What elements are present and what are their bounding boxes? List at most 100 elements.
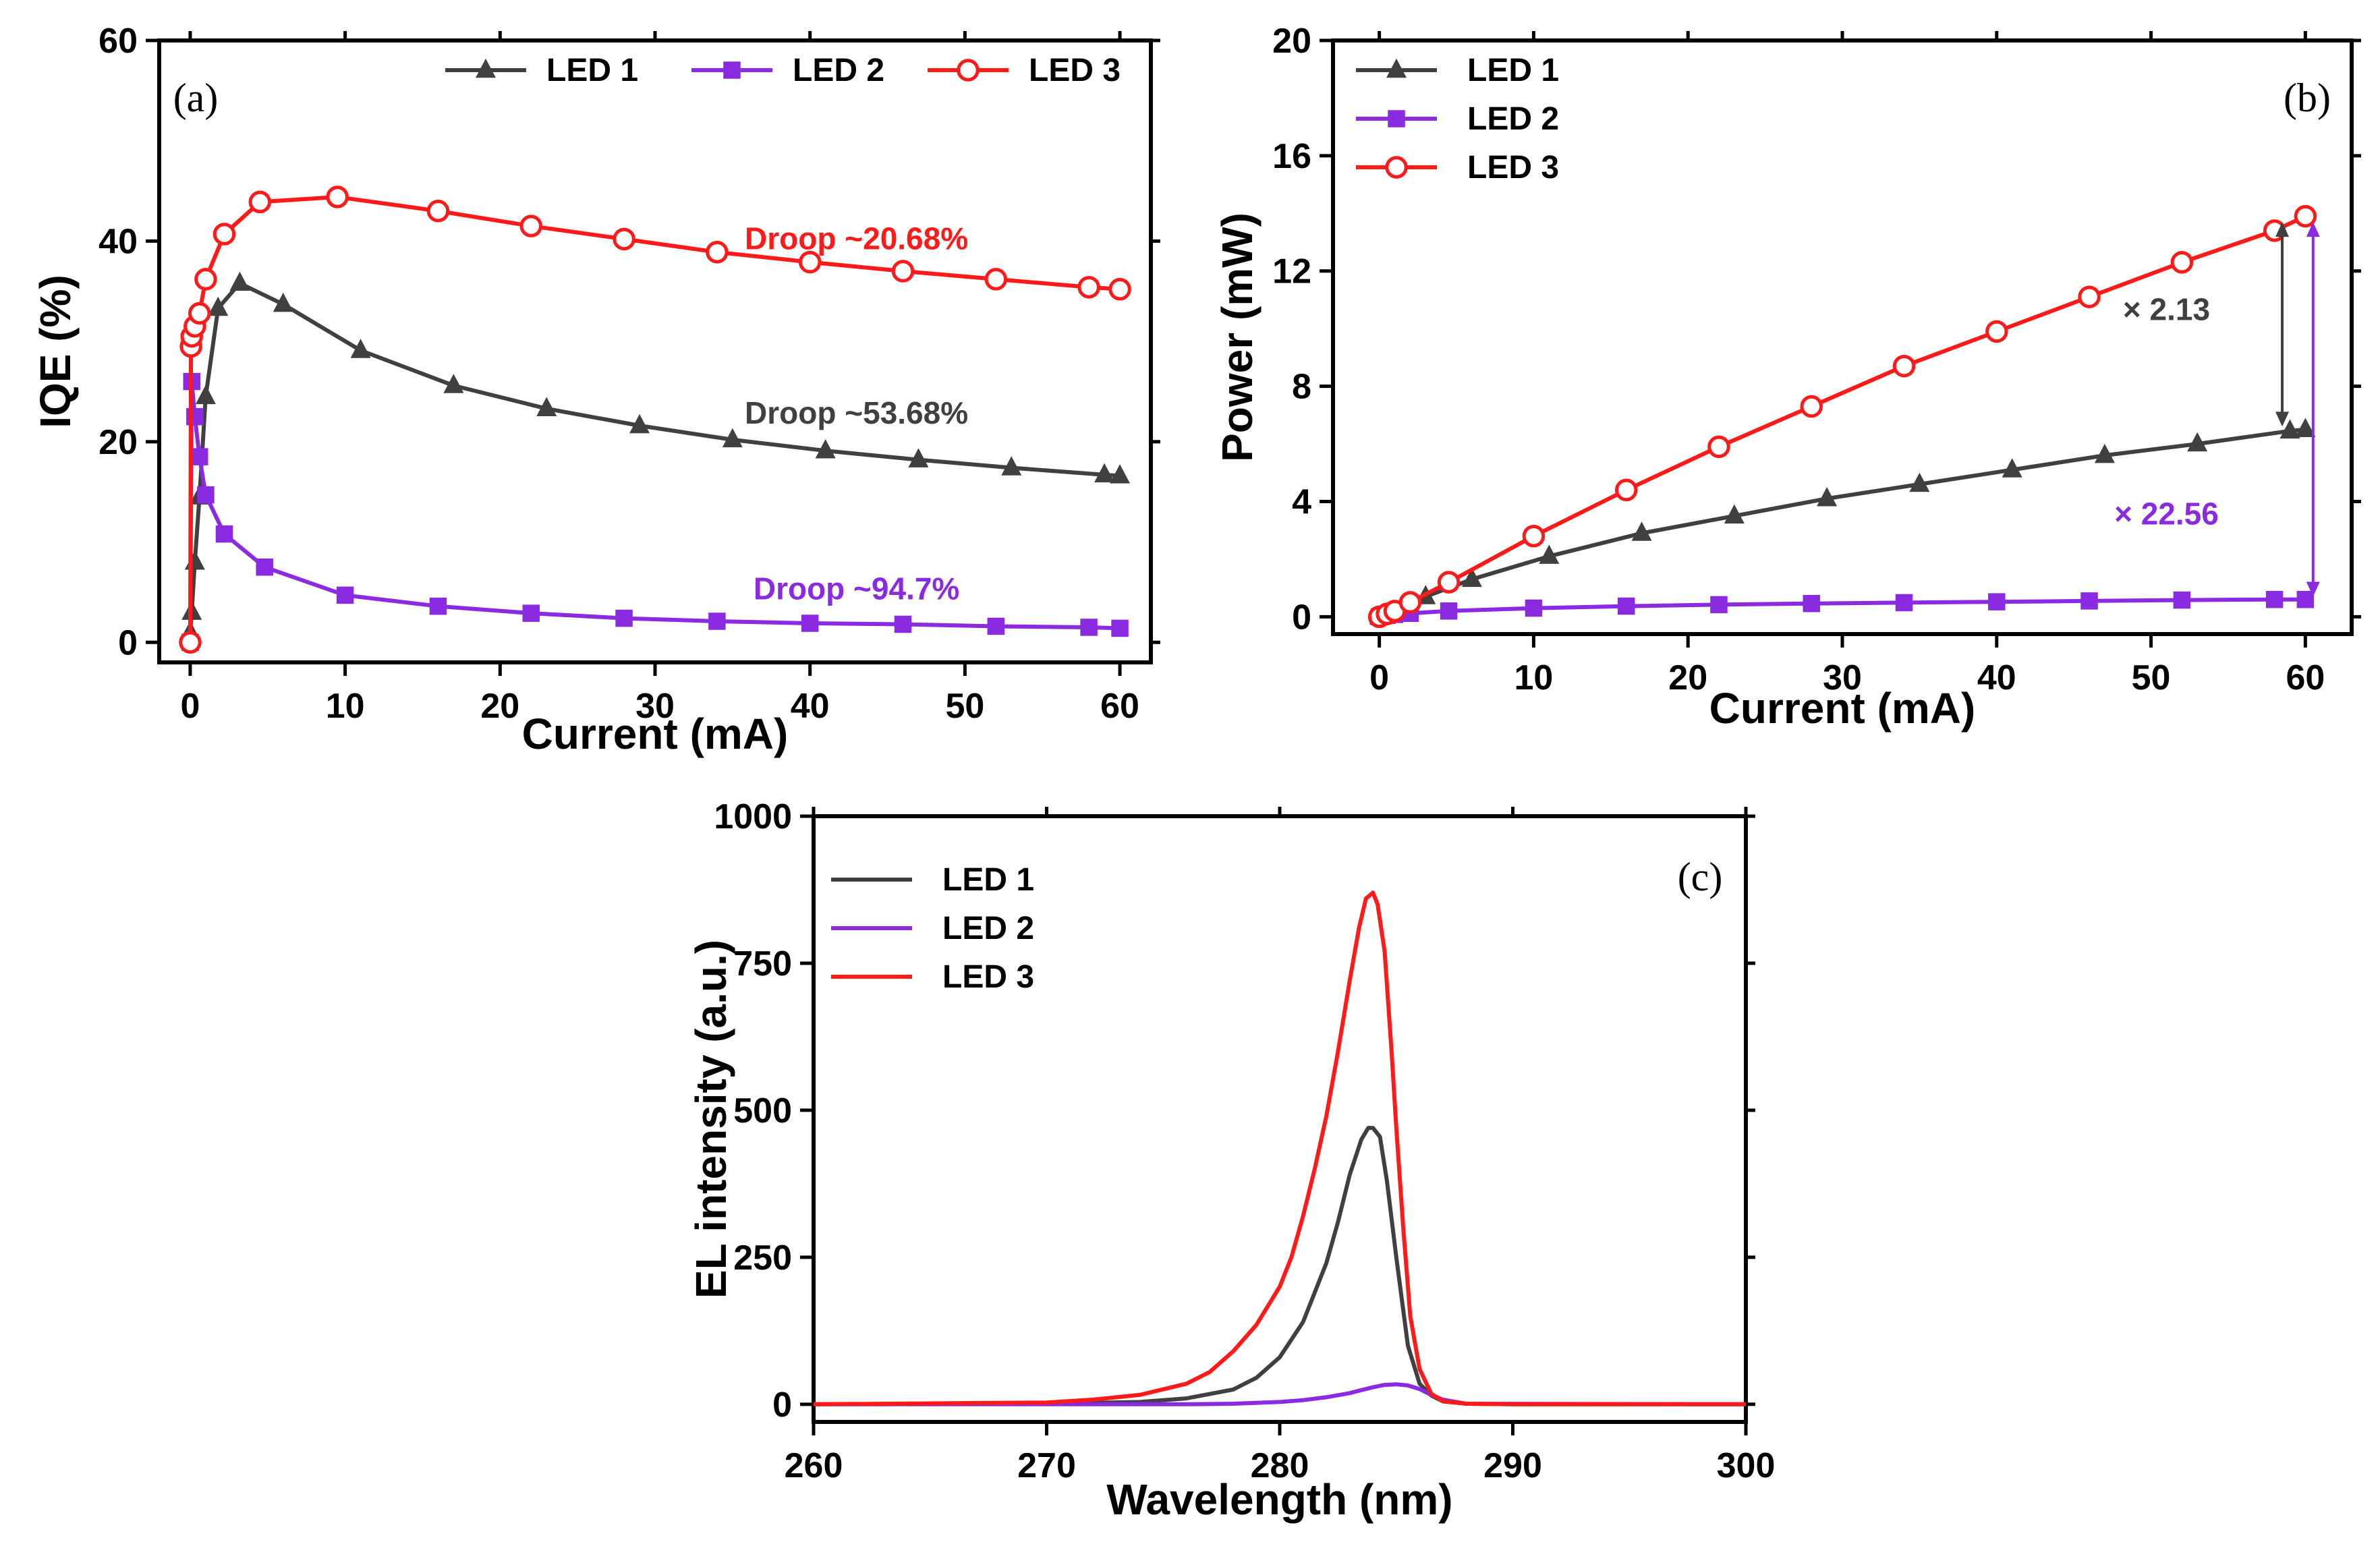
x-tick-label: 280	[1251, 1446, 1309, 1485]
data-point	[443, 374, 464, 393]
plot-area	[1367, 204, 2317, 629]
data-point	[1001, 456, 1022, 476]
data-point	[429, 597, 447, 615]
y-tick-label: 1000	[714, 797, 792, 836]
y-tick-label: 16	[1272, 137, 1311, 176]
data-point	[1909, 472, 1930, 492]
data-point	[2170, 251, 2194, 274]
legend-label: LED 2	[793, 53, 884, 88]
x-tick-label: 30	[635, 687, 675, 726]
legend-marker	[1385, 156, 1408, 179]
data-point	[2078, 285, 2101, 308]
y-tick-label: 40	[98, 222, 138, 261]
y-tick-label: 0	[118, 623, 138, 662]
data-point	[256, 558, 273, 576]
data-point	[1817, 486, 1838, 507]
data-point	[1895, 594, 1913, 612]
legend-label: LED 1	[1467, 53, 1559, 88]
series-line-led-3	[1378, 214, 2306, 619]
y-tick-label: 60	[98, 22, 138, 61]
x-tick-label: 40	[1977, 658, 2016, 697]
series-line-led-2	[1379, 597, 2306, 619]
data-point	[326, 185, 349, 208]
data-point	[987, 617, 1005, 635]
x-axis-label: Wavelength (nm)	[1106, 1475, 1452, 1524]
x-tick-label: 260	[785, 1446, 843, 1485]
x-tick-label: 60	[1100, 687, 1139, 726]
data-point	[2296, 590, 2315, 608]
series-line-led-3	[188, 195, 1121, 643]
arrow-head-icon	[2275, 411, 2290, 427]
y-tick-label: 20	[1272, 22, 1311, 61]
y-tick-label: 4	[1292, 482, 1311, 521]
data-point	[1710, 596, 1728, 614]
legend-marker	[476, 58, 496, 78]
data-point	[215, 525, 233, 543]
data-point	[1522, 525, 1546, 548]
data-point	[195, 384, 216, 405]
series-line-led-1	[814, 1126, 1746, 1406]
plot-area	[179, 185, 1131, 654]
data-point	[1461, 567, 1482, 588]
data-point	[798, 250, 822, 274]
x-tick-label: 30	[1823, 658, 1862, 697]
data-point	[2294, 204, 2317, 228]
annotation-label: × 22.56	[2114, 496, 2219, 532]
legend-label: LED 1	[546, 53, 638, 88]
data-point	[1077, 276, 1100, 299]
y-axis-label: EL intensity (a.u.)	[687, 940, 735, 1298]
annotation-label: Droop ~53.68%	[745, 395, 968, 430]
data-point	[1985, 320, 2008, 343]
data-point	[1108, 278, 1131, 301]
arrow-head-icon	[2306, 222, 2320, 237]
legend-label: LED 2	[1467, 101, 1559, 137]
legend: LED 1 LED 2 LED 3	[1356, 53, 1559, 185]
x-tick-label: 0	[180, 687, 200, 726]
data-point	[1440, 602, 1458, 620]
data-point	[188, 302, 211, 325]
series-line-led-3	[814, 890, 1746, 1406]
series-line-led-1	[188, 281, 1121, 633]
x-axis-label: Current (mA)	[1709, 684, 1976, 733]
data-point	[194, 268, 217, 291]
x-tick-label: 290	[1483, 1446, 1542, 1485]
annotation-label: Droop ~20.68%	[745, 221, 968, 256]
data-point	[2279, 419, 2300, 439]
data-point	[613, 227, 635, 251]
legend-label: LED 2	[942, 911, 1034, 946]
data-point	[815, 438, 836, 459]
series-line-led-2	[188, 379, 1121, 643]
data-point	[2265, 590, 2284, 608]
y-tick-label: 750	[733, 944, 792, 983]
data-point	[248, 190, 272, 214]
data-point	[2094, 443, 2115, 463]
plot-frame	[157, 38, 1153, 664]
panel-label: (a)	[173, 76, 219, 120]
chart-panel-a: 0 10 20 30 40 50 60 0 20 40 60 Current (mA) IQE (%) (…	[31, 22, 1160, 758]
data-point	[522, 604, 540, 622]
data-point	[629, 413, 650, 434]
data-point	[229, 271, 250, 291]
x-tick-label: 60	[2286, 658, 2325, 697]
y-tick-label: 250	[733, 1238, 792, 1278]
x-tick-label: 50	[2132, 658, 2171, 697]
data-point	[1614, 478, 1638, 502]
annotation-label: × 2.13	[2123, 291, 2210, 326]
x-tick-label: 20	[480, 687, 519, 726]
legend-label: LED 1	[942, 862, 1034, 898]
data-point	[536, 397, 557, 417]
data-point	[1111, 619, 1129, 637]
data-point	[2295, 418, 2316, 437]
data-point	[213, 223, 236, 246]
legend-label: LED 3	[942, 959, 1034, 995]
data-point	[1617, 597, 1635, 615]
data-point	[1892, 354, 1916, 378]
data-point	[1080, 619, 1098, 636]
legend-marker	[957, 59, 980, 82]
y-tick-label: 8	[1292, 368, 1311, 407]
annotation-label: Droop ~94.7%	[754, 571, 960, 606]
data-point	[1800, 395, 1823, 418]
x-tick-label: 10	[326, 687, 365, 726]
